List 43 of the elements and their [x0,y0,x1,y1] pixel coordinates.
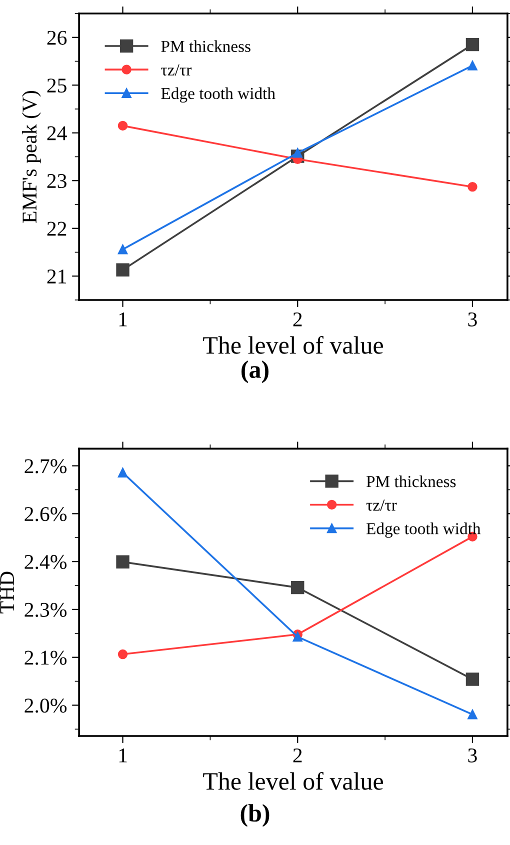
y-tick-label: 25 [47,78,66,93]
legend-label: PM thickness [366,475,456,488]
x-tick-label: 3 [468,748,477,762]
y-axis-title: EMF's peak (V) [22,90,41,223]
text: (a) [242,360,268,384]
x-tick-label: 1 [119,748,127,762]
x-tick-label: 1 [119,312,127,326]
point [468,710,478,720]
legend-label: τz/τr [366,500,397,511]
x-tick-label: 3 [468,312,477,326]
y-tick-label: 21 [47,270,66,284]
legend-label: PM thickness [161,40,250,52]
legend-label: Edge tooth width [161,87,276,103]
x-tick-label: 2 [293,748,302,762]
y-tick-label: 23 [47,174,66,188]
point [468,182,478,192]
y-axis-title: THD [0,572,14,614]
point [466,672,480,686]
y-tick-label: 2.1% [24,650,67,665]
y-tick-label: 24 [47,126,67,140]
y-tick-label: 2.4% [24,554,67,570]
point [291,580,304,594]
point [116,555,130,569]
point [118,649,128,660]
x-axis-title: The level of value [203,772,383,790]
point [468,60,478,70]
legend-label: τz/τr [161,64,192,76]
y-tick-label: 2.6% [24,507,67,522]
x-tick-label: 2 [293,312,302,326]
point [466,38,480,52]
y-tick-label: 2.7% [24,459,67,474]
point [292,632,302,642]
y-tick-label: 2.3% [24,602,67,617]
x-axis-title: The level of value [203,336,383,354]
text: (b) [240,804,270,827]
point [116,263,130,276]
point [118,468,128,478]
y-tick-label: 22 [47,222,66,236]
y-tick-label: 2.0% [24,698,67,713]
point [118,244,128,254]
y-tick-label: 26 [47,30,67,45]
point [118,120,128,131]
legend-label: Edge tooth width [366,522,481,538]
